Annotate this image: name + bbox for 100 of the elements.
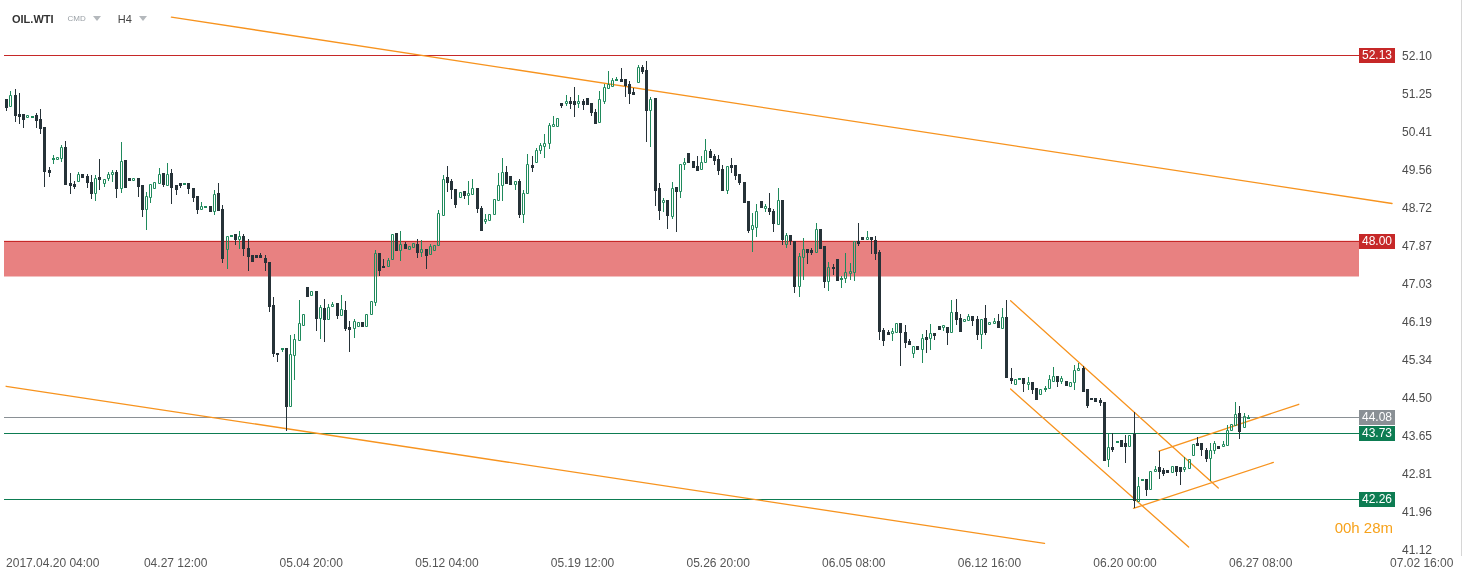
y-tick-label: 51.25 bbox=[1402, 86, 1433, 101]
candlestick bbox=[692, 161, 695, 168]
candlestick bbox=[361, 322, 364, 327]
candlestick bbox=[1179, 467, 1182, 486]
candlestick bbox=[365, 314, 368, 327]
candlestick bbox=[1073, 364, 1076, 391]
candlestick bbox=[399, 230, 402, 262]
candlestick bbox=[938, 326, 941, 330]
y-tick-label: 47.87 bbox=[1402, 239, 1433, 254]
candlestick bbox=[1107, 432, 1110, 468]
candlestick bbox=[315, 291, 318, 332]
candlestick bbox=[22, 114, 25, 129]
candlestick bbox=[1145, 479, 1148, 497]
x-tick-label: 05.19 12:00 bbox=[550, 555, 615, 570]
candlestick bbox=[565, 94, 568, 107]
candlestick bbox=[632, 87, 635, 95]
x-tick-label: 06.05 08:00 bbox=[822, 555, 886, 570]
candlestick bbox=[1162, 467, 1165, 477]
candlestick bbox=[64, 140, 67, 185]
x-tick-label: 05.04 20:00 bbox=[279, 555, 344, 570]
candlestick bbox=[857, 222, 860, 247]
candlestick bbox=[760, 201, 763, 208]
candlestick bbox=[827, 261, 830, 292]
candlestick bbox=[1175, 466, 1178, 477]
candlestick bbox=[793, 241, 796, 294]
x-tick-label: 05.12 04:00 bbox=[415, 555, 479, 570]
candlestick bbox=[933, 333, 936, 341]
candlestick bbox=[103, 179, 106, 188]
candlestick bbox=[158, 167, 161, 184]
candlestick bbox=[1196, 436, 1199, 446]
candlestick bbox=[671, 181, 674, 220]
candlestick bbox=[603, 83, 606, 105]
candlestick bbox=[916, 346, 919, 350]
candlestick bbox=[959, 313, 962, 332]
candlestick bbox=[891, 327, 894, 342]
candlestick bbox=[887, 329, 890, 335]
candlestick bbox=[391, 234, 394, 260]
candlestick bbox=[1022, 378, 1025, 393]
candlestick bbox=[357, 322, 360, 327]
candlestick bbox=[60, 144, 63, 163]
candlestick bbox=[518, 178, 521, 219]
x-tick-label: 05.26 20:00 bbox=[686, 555, 751, 570]
candlestick bbox=[1133, 411, 1136, 509]
ref-line-label: 42.26 bbox=[1361, 492, 1393, 507]
candlestick bbox=[77, 171, 80, 182]
candlestick bbox=[1056, 376, 1059, 388]
y-tick-label: 45.34 bbox=[1402, 352, 1433, 367]
candlestick bbox=[247, 238, 250, 272]
candlestick bbox=[5, 99, 8, 112]
candlestick bbox=[696, 155, 699, 171]
candlestick bbox=[789, 235, 792, 246]
y-tick-label: 43.65 bbox=[1402, 429, 1433, 444]
candlestick bbox=[611, 77, 614, 87]
candlestick bbox=[921, 333, 924, 364]
candlestick bbox=[234, 234, 237, 246]
candlestick bbox=[14, 88, 17, 123]
candlestick bbox=[870, 237, 873, 255]
candlestick bbox=[785, 232, 788, 249]
candlestick bbox=[120, 141, 123, 194]
candlestick bbox=[1001, 307, 1004, 329]
candlestick bbox=[573, 86, 576, 118]
candlestick bbox=[582, 98, 585, 111]
candlestick bbox=[200, 201, 203, 210]
candlestick bbox=[340, 294, 343, 316]
candlestick bbox=[336, 303, 339, 320]
candlestick bbox=[52, 154, 55, 165]
candlestick bbox=[734, 165, 737, 181]
candlestick bbox=[806, 249, 809, 265]
candlestick bbox=[488, 214, 491, 221]
candlestick bbox=[946, 327, 949, 346]
candlestick bbox=[815, 222, 818, 253]
candlestick bbox=[895, 323, 898, 333]
candlestick bbox=[1124, 434, 1127, 464]
candlestick bbox=[446, 165, 449, 193]
candlestick bbox=[1188, 459, 1191, 469]
candlestick bbox=[1010, 367, 1013, 385]
candlestick bbox=[904, 324, 907, 349]
candlestick bbox=[395, 233, 398, 251]
candlestick bbox=[556, 118, 559, 127]
candlestick bbox=[569, 96, 572, 110]
candlestick bbox=[412, 243, 415, 248]
x-tick-label: 07.02 16:00 bbox=[1390, 555, 1454, 570]
candlestick bbox=[988, 322, 991, 325]
candlestick bbox=[18, 92, 21, 125]
candlestick bbox=[666, 200, 669, 230]
candlestick bbox=[331, 301, 334, 307]
ref-line-label: 52.13 bbox=[1361, 48, 1393, 63]
candlestick bbox=[984, 304, 987, 336]
candlestick bbox=[675, 187, 678, 233]
candlestick bbox=[459, 192, 462, 198]
candlestick bbox=[69, 172, 72, 195]
candlestick bbox=[285, 348, 288, 432]
candlestick bbox=[1171, 466, 1174, 473]
candlestick bbox=[353, 318, 356, 339]
candlestick bbox=[26, 115, 29, 118]
annotation: H4 bbox=[117, 12, 132, 25]
candlestick bbox=[81, 174, 84, 178]
y-tick-label: 48.72 bbox=[1402, 200, 1433, 215]
candlestick bbox=[971, 316, 974, 327]
candlestick bbox=[514, 181, 517, 191]
